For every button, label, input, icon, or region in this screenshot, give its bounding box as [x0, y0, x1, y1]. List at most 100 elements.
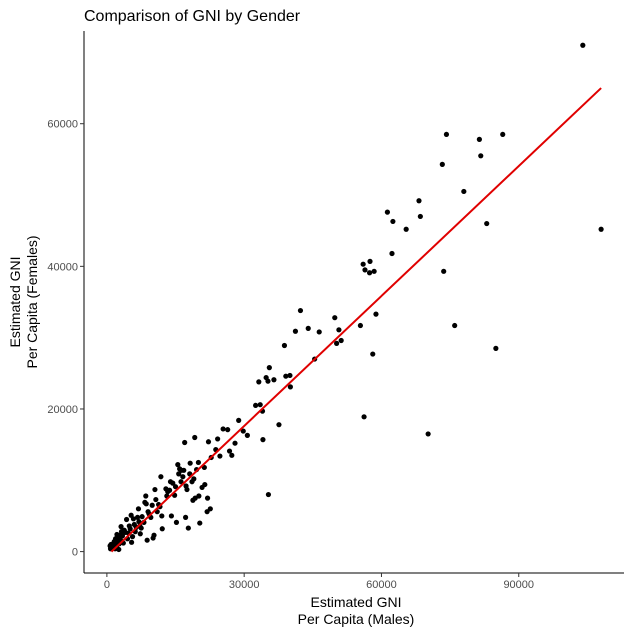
trend-line-group — [110, 87, 602, 553]
data-point — [142, 499, 148, 505]
data-point — [178, 479, 184, 485]
data-point — [287, 384, 293, 390]
data-point — [362, 267, 368, 273]
data-point — [173, 519, 180, 525]
y-axis-title-line2: Per Capita (Females) — [24, 235, 40, 368]
data-point — [316, 329, 322, 335]
data-point — [205, 439, 212, 445]
data-point — [292, 328, 299, 334]
data-point — [128, 512, 134, 518]
data-point — [149, 502, 155, 508]
chart-title: Comparison of GNI by Gender — [84, 8, 301, 25]
data-point — [172, 484, 179, 490]
x-axis-title-line2: Per Capita (Males) — [298, 611, 415, 627]
data-point — [476, 136, 482, 142]
y-tick-label: 0 — [72, 547, 78, 559]
data-point — [443, 131, 450, 138]
data-point — [253, 402, 259, 409]
x-tick-label: 30000 — [229, 579, 260, 591]
y-tick-label: 40000 — [47, 261, 78, 273]
x-tick-label: 0 — [104, 579, 110, 591]
data-point — [384, 209, 391, 215]
data-point — [441, 268, 447, 274]
data-point — [134, 514, 141, 520]
data-point — [366, 270, 373, 276]
y-tick-label: 20000 — [47, 404, 78, 416]
x-axis-title-line1: Estimated GNI — [310, 594, 401, 610]
data-point — [439, 161, 445, 167]
data-point — [182, 439, 188, 446]
data-point — [123, 516, 130, 523]
data-point — [360, 261, 366, 267]
data-point — [478, 153, 484, 159]
data-point — [180, 474, 186, 480]
data-point — [484, 220, 490, 227]
data-point — [403, 226, 409, 232]
data-point — [263, 374, 269, 381]
data-point — [195, 459, 202, 466]
data-point — [159, 513, 165, 519]
data-point — [461, 188, 467, 195]
data-point — [287, 372, 293, 379]
data-point — [129, 534, 136, 540]
data-point — [139, 514, 145, 520]
data-point — [305, 325, 311, 331]
data-point — [153, 496, 159, 503]
data-point — [226, 448, 233, 454]
data-point — [336, 327, 342, 333]
trend-line — [110, 87, 602, 553]
data-point — [114, 531, 120, 538]
data-point — [390, 218, 396, 225]
data-point — [128, 539, 135, 545]
data-point — [192, 434, 198, 441]
data-point — [500, 131, 506, 138]
data-point — [190, 497, 196, 503]
x-ticks: 0 30000 60000 90000 — [104, 573, 534, 591]
x-tick-label: 90000 — [503, 579, 534, 591]
data-point — [240, 428, 246, 434]
data-point — [215, 436, 221, 442]
data-point — [271, 377, 277, 383]
data-point — [367, 258, 373, 264]
data-point — [297, 307, 304, 314]
data-point — [144, 537, 150, 543]
data-point — [334, 340, 340, 346]
data-point — [167, 479, 174, 485]
data-point — [182, 514, 189, 520]
data-point — [158, 474, 164, 480]
data-point — [168, 513, 175, 519]
data-point — [152, 486, 158, 493]
data-point — [452, 322, 458, 329]
data-point — [417, 213, 423, 220]
data-point — [361, 414, 367, 420]
data-point — [189, 479, 195, 485]
data-point — [176, 471, 182, 477]
data-point — [283, 373, 289, 379]
x-tick-label: 60000 — [366, 579, 397, 591]
y-axis-title-line1: Estimated GNI — [7, 256, 23, 347]
data-point — [232, 440, 238, 446]
data-point — [135, 506, 142, 512]
data-point — [332, 315, 338, 321]
data-point — [183, 483, 189, 489]
data-point — [256, 379, 262, 385]
data-point — [185, 525, 191, 531]
data-point — [265, 491, 272, 498]
data-point — [118, 524, 124, 530]
data-point — [107, 543, 113, 549]
data-point — [266, 365, 272, 371]
data-point — [225, 427, 231, 433]
data-point — [187, 460, 193, 466]
data-point — [204, 495, 211, 501]
data-point — [338, 337, 344, 344]
data-point — [150, 535, 156, 541]
data-point — [204, 509, 210, 515]
data-point — [373, 311, 379, 317]
data-point — [244, 432, 250, 438]
data-point — [389, 250, 395, 257]
data-point — [197, 520, 203, 526]
data-point — [370, 351, 376, 357]
data-point — [126, 523, 132, 529]
